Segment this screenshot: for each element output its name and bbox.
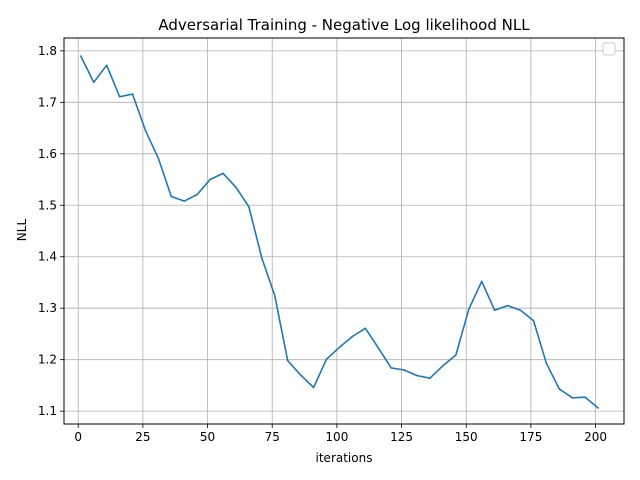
series-group <box>80 55 599 409</box>
data-point <box>351 335 354 338</box>
y-tick-label: 1.6 <box>38 147 57 161</box>
data-point <box>364 327 367 330</box>
data-point <box>157 157 160 160</box>
x-axis-label: iterations <box>316 451 373 465</box>
data-point <box>455 354 457 356</box>
data-point <box>248 206 250 208</box>
data-point <box>338 346 341 349</box>
data-point <box>118 95 121 98</box>
chart-title: Adversarial Training - Negative Log like… <box>158 16 530 34</box>
data-point <box>532 319 535 322</box>
y-tick-label: 1.8 <box>38 44 57 58</box>
data-point <box>429 377 431 379</box>
data-point <box>299 374 302 376</box>
data-point <box>222 172 224 175</box>
y-axis-ticks: 1.1 1.2 1.3 1.4 1.5 1.6 1.7 1.8 <box>38 44 64 418</box>
data-point <box>468 308 470 311</box>
data-point <box>545 362 548 365</box>
x-tick-label: 125 <box>390 430 413 444</box>
y-tick-label: 1.5 <box>38 198 57 212</box>
y-tick-label: 1.7 <box>38 95 57 109</box>
data-point <box>196 193 199 196</box>
data-point <box>493 309 496 312</box>
data-point <box>519 309 522 312</box>
data-point <box>506 304 509 307</box>
data-point <box>286 359 289 362</box>
data-point <box>442 365 444 367</box>
x-tick-label: 50 <box>200 430 215 444</box>
data-point <box>209 178 211 181</box>
data-point <box>584 396 587 399</box>
data-point <box>480 280 483 283</box>
x-tick-label: 25 <box>135 430 150 444</box>
data-point <box>183 200 186 202</box>
x-tick-label: 200 <box>584 430 607 444</box>
x-axis-ticks: 0 25 50 75 100 125 150 175 200 <box>74 424 607 444</box>
grid-lines <box>64 38 624 424</box>
data-point <box>390 367 393 369</box>
data-point <box>325 358 328 360</box>
data-point <box>105 64 108 67</box>
y-tick-label: 1.3 <box>38 301 57 315</box>
x-tick-label: 0 <box>74 430 82 444</box>
data-point <box>403 369 405 371</box>
x-tick-label: 100 <box>325 430 348 444</box>
y-axis-label: NLL <box>15 219 29 242</box>
data-point <box>144 129 147 132</box>
x-tick-label: 75 <box>265 430 280 444</box>
data-point <box>558 388 561 390</box>
data-point <box>170 195 173 198</box>
data-point <box>377 347 380 349</box>
x-tick-label: 175 <box>519 430 542 444</box>
data-point <box>80 55 82 57</box>
data-point <box>235 186 237 189</box>
y-tick-label: 1.2 <box>38 353 57 367</box>
data-point <box>274 295 276 297</box>
y-tick-label: 1.1 <box>38 404 57 418</box>
data-point <box>571 396 574 399</box>
x-tick-label: 150 <box>455 430 478 444</box>
data-point <box>416 374 418 377</box>
y-tick-label: 1.4 <box>38 250 57 264</box>
data-point <box>92 81 95 84</box>
data-point <box>131 93 134 95</box>
data-point <box>597 407 599 409</box>
data-point <box>261 257 263 260</box>
plot-frame <box>63 37 625 425</box>
data-point <box>312 386 315 389</box>
legend-box <box>602 42 616 56</box>
